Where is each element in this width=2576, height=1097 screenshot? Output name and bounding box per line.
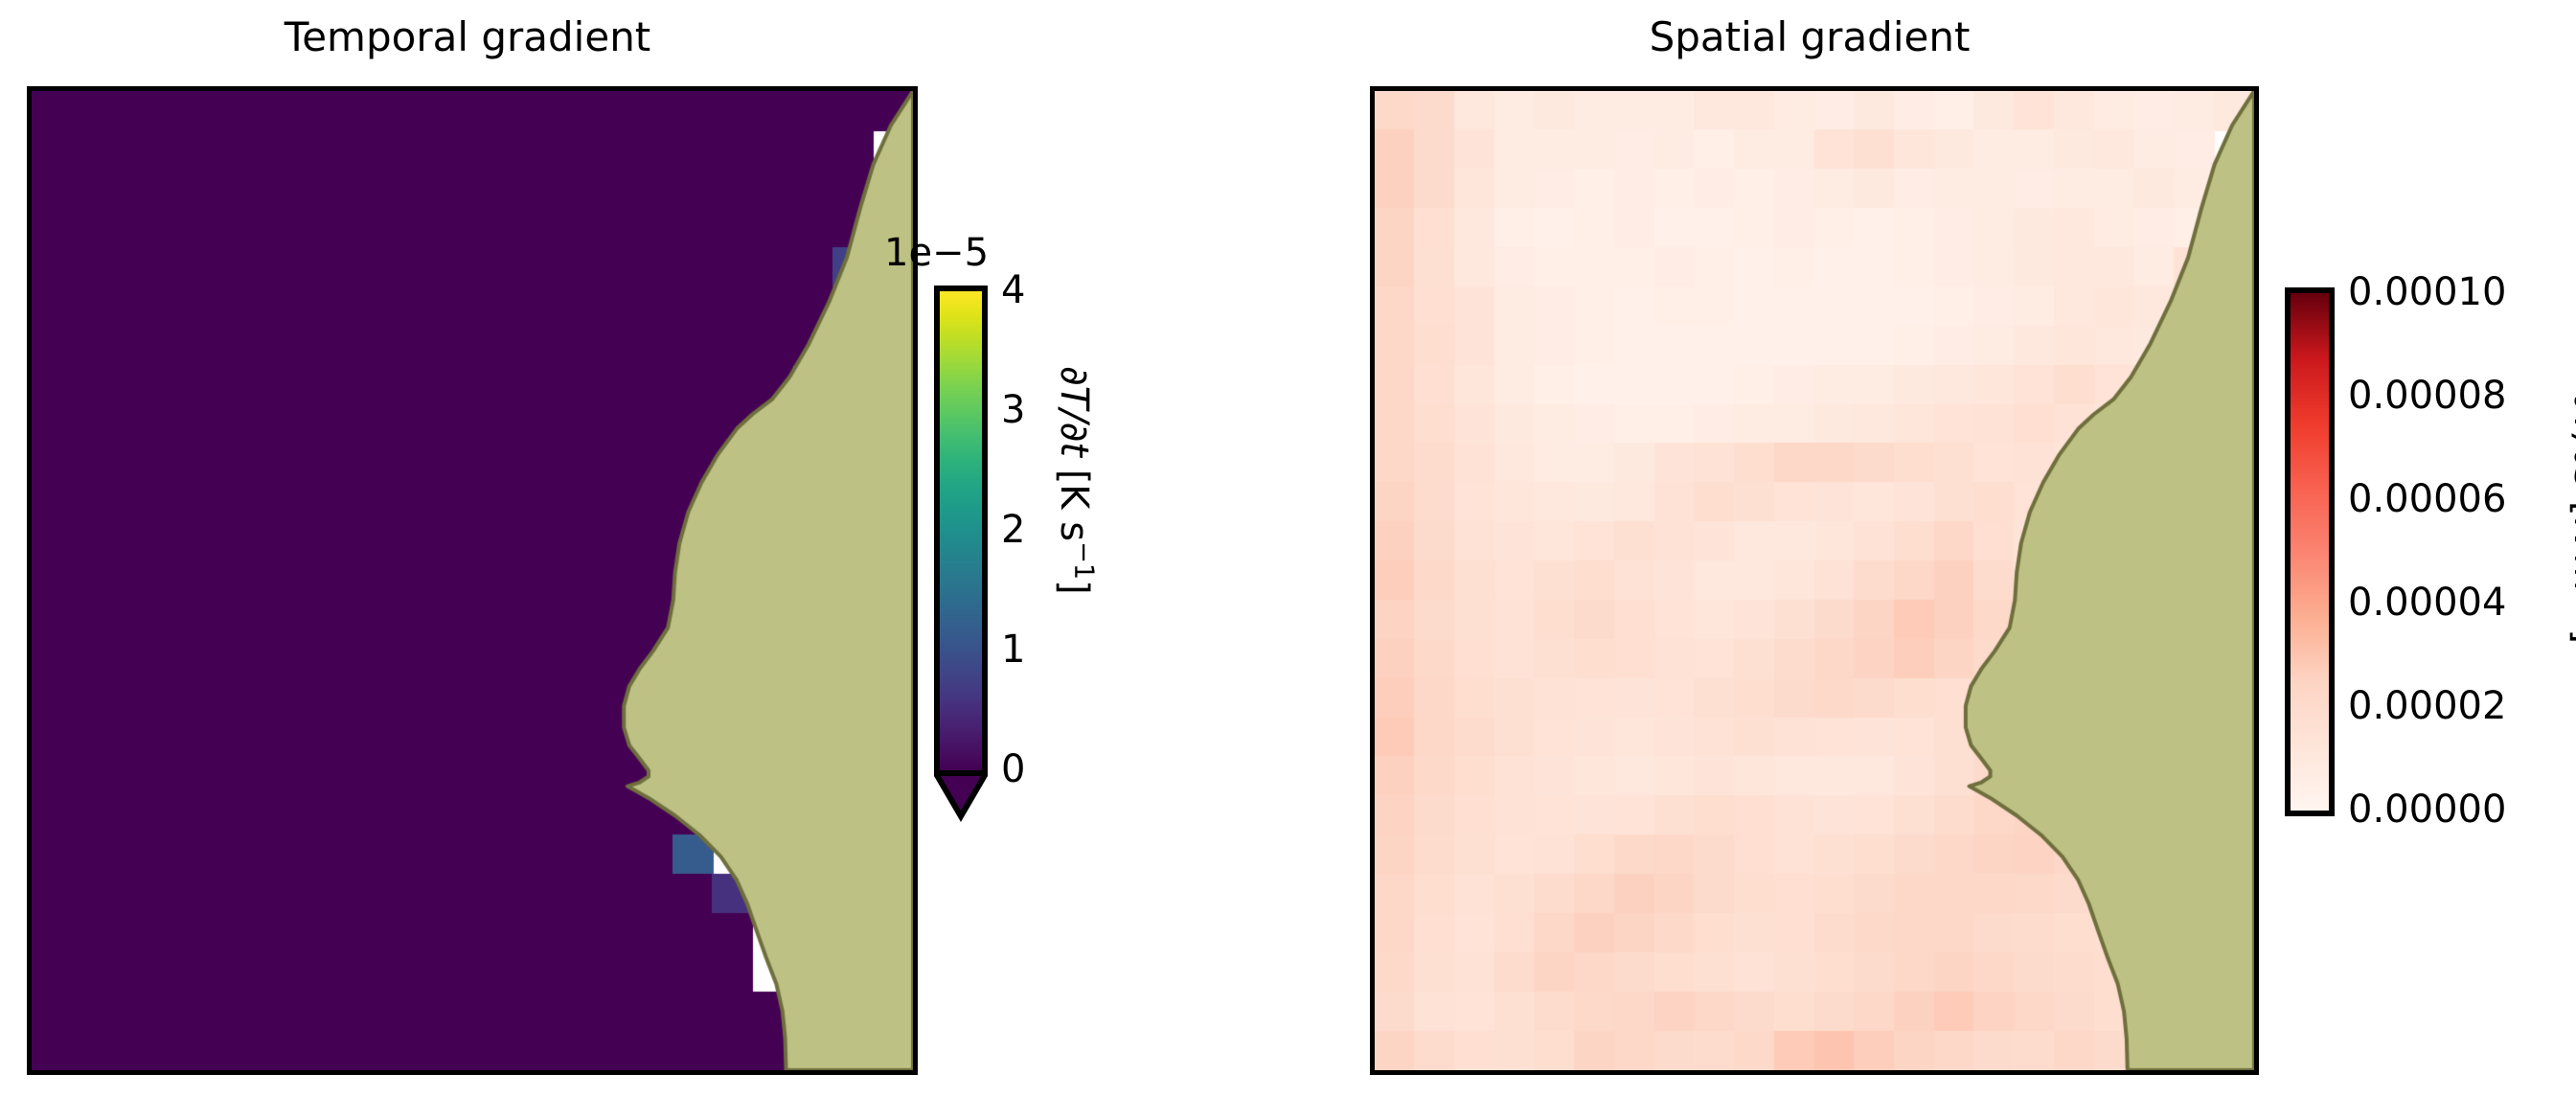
- colorbar-tick-temporal-1: 1: [1001, 628, 1026, 672]
- colorbar-extend-min-arrow-fill: [941, 776, 981, 811]
- colorbar-gradient-temporal[interactable]: [934, 286, 988, 776]
- colorbar-tick-temporal-2: 2: [1001, 508, 1026, 552]
- colorbar-tick-temporal-4: 4: [1001, 268, 1026, 312]
- colorbar-axis-label-temporal: ∂T/∂t [K s−1]: [1052, 366, 1099, 595]
- colorbar-axis-label-spatial: ∂T/∂s [K m−1]: [2565, 393, 2576, 644]
- colorbar-tick-spatial-0: 0.00000: [2348, 788, 2507, 832]
- colorbar-tick-temporal-0: 0: [1001, 747, 1026, 791]
- heatmap-spatial-gradient[interactable]: [1375, 91, 2254, 1070]
- colorbar-tick-temporal-3: 3: [1001, 388, 1026, 432]
- heatmap-temporal-gradient[interactable]: [32, 91, 913, 1070]
- colorbar-gradient-spatial[interactable]: [2285, 287, 2335, 816]
- colorbar-tick-spatial-3: 0.00006: [2348, 477, 2507, 521]
- panel-title-temporal: Temporal gradient: [284, 13, 651, 60]
- colorbar-tick-spatial-1: 0.00002: [2348, 684, 2507, 728]
- colorbar-extend-min-arrow-temporal: [934, 776, 988, 822]
- colorbar-tick-spatial-2: 0.00004: [2348, 581, 2507, 625]
- colorbar-tick-spatial-5: 0.00010: [2348, 270, 2507, 314]
- heatmap-axes-temporal[interactable]: [27, 86, 918, 1075]
- colorbar-offset-text-temporal: 1e−5: [884, 231, 990, 275]
- panel-title-spatial: Spatial gradient: [1649, 13, 1971, 60]
- heatmap-axes-spatial[interactable]: [1370, 86, 2259, 1075]
- colorbar-tick-spatial-4: 0.00008: [2348, 374, 2507, 418]
